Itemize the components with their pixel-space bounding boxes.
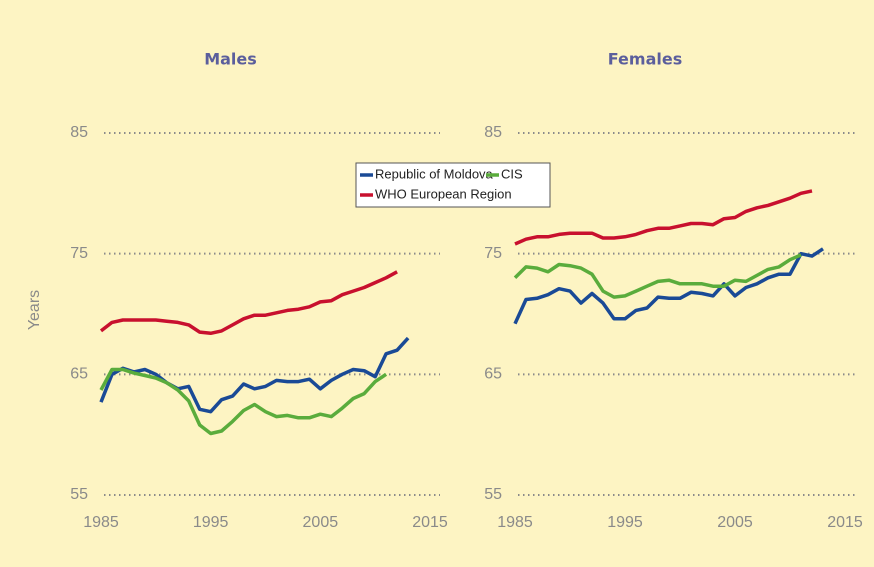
series-line	[513, 253, 802, 299]
y-tick-label: 85	[484, 124, 502, 141]
x-tick-label: 2015	[827, 514, 863, 531]
legend-label: Republic of Moldova	[375, 166, 494, 181]
x-tick-label: 1985	[83, 514, 119, 531]
y-tick-label: 55	[70, 486, 88, 503]
y-tick-label: 65	[484, 366, 502, 383]
series-line	[99, 367, 388, 436]
y-axis-label: Years	[26, 290, 43, 330]
y-tick-label: 65	[70, 366, 88, 383]
y-tick-label: 75	[484, 245, 502, 262]
y-tick-label: 75	[70, 245, 88, 262]
x-tick-label: 1995	[607, 514, 643, 531]
series-line	[514, 189, 813, 246]
x-tick-label: 2015	[412, 514, 448, 531]
series-line	[99, 336, 410, 414]
x-tick-label: 1985	[497, 514, 533, 531]
series-line	[513, 247, 824, 325]
x-tick-label: 1995	[193, 514, 229, 531]
x-tick-label: 2005	[717, 514, 753, 531]
legend-label: CIS	[501, 166, 523, 181]
y-tick-label: 55	[484, 486, 502, 503]
chart-title: Females	[608, 50, 682, 69]
legend-label: WHO European Region	[375, 186, 512, 201]
y-tick-label: 85	[70, 124, 88, 141]
series-line	[99, 270, 398, 336]
x-tick-label: 2005	[303, 514, 339, 531]
chart-title: Males	[204, 50, 257, 69]
legend-box	[355, 162, 551, 208]
